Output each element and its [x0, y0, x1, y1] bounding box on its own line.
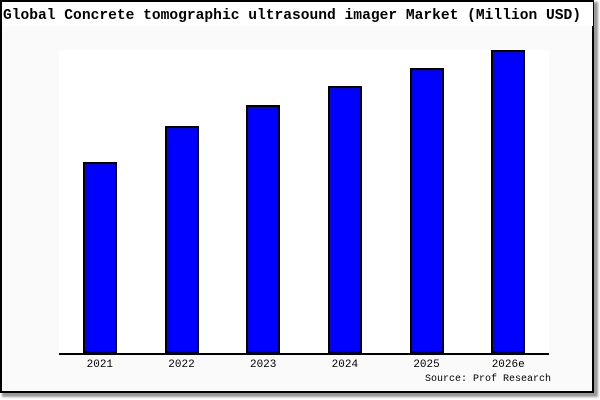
chart-card: Global Concrete tomographic ultrasound i…	[0, 0, 594, 393]
bar-slot-2021	[59, 50, 141, 353]
x-tick-label-2024: 2024	[331, 359, 359, 371]
x-tick-label-2022: 2022	[168, 359, 195, 371]
bar-2025	[409, 68, 444, 353]
x-tick-label-2021: 2021	[86, 359, 114, 371]
bar-2021	[82, 162, 117, 353]
source-text: Source: Prof Research	[424, 374, 551, 385]
x-axis-labels: 2021 2022 2023 2024 2025 2026e	[59, 359, 549, 371]
bar-slot-2026e	[467, 50, 549, 353]
chart-title: Global Concrete tomographic ultrasound i…	[2, 2, 593, 26]
bar-slot-2024	[304, 50, 386, 353]
plot-area	[59, 50, 549, 355]
x-tick-label-2026e: 2026e	[491, 359, 525, 371]
bar-slot-2022	[141, 50, 223, 353]
bar-2022	[164, 125, 199, 353]
bars-container	[59, 50, 549, 353]
bar-slot-2023	[222, 50, 304, 353]
bar-slot-2025	[386, 50, 468, 353]
x-tick-label-2023: 2023	[249, 359, 277, 371]
bar-2024	[327, 86, 362, 353]
bar-2026e	[491, 50, 526, 353]
x-tick-label-2025: 2025	[413, 359, 440, 371]
bar-2023	[246, 104, 281, 353]
